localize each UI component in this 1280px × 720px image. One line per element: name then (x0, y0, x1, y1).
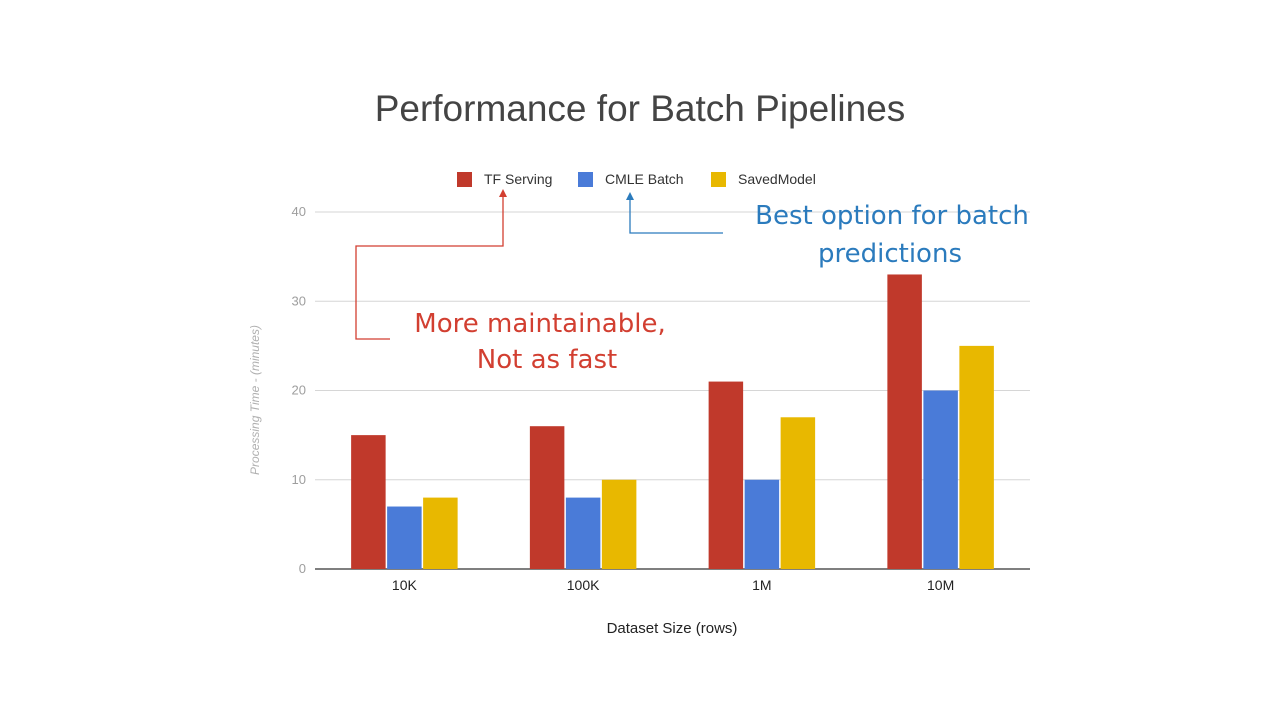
chart-title: Performance for Batch Pipelines (374, 88, 906, 129)
legend-label: SavedModel (738, 171, 816, 187)
x-axis-ticks: 10K 100K 1M 10M (392, 577, 954, 593)
legend-swatch-tf-serving (457, 172, 472, 187)
bar-savedmodel-100k (601, 479, 637, 569)
tf-serving-note-line-2: Not as fast (477, 345, 617, 375)
bars (351, 274, 994, 569)
bar-cmle-batch-1m (744, 479, 780, 569)
legend-swatch-cmle-batch (578, 172, 593, 187)
bar-cmle-batch-100k (565, 497, 601, 569)
bar-tf-serving-10m (887, 274, 922, 569)
bar-savedmodel-1m (780, 417, 816, 569)
y-axis-ticks: 0 10 20 30 40 (292, 204, 306, 576)
x-tick-label: 1M (752, 577, 771, 593)
y-tick-label: 40 (292, 204, 306, 219)
bar-savedmodel-10k (423, 497, 458, 569)
legend-swatch-savedmodel (711, 172, 726, 187)
x-tick-label: 10K (392, 577, 418, 593)
legend-label: CMLE Batch (605, 171, 684, 187)
cmle-note-line-1: Best option for batch (755, 201, 1029, 231)
bar-savedmodel-10m (959, 345, 994, 569)
x-axis-title: Dataset Size (rows) (607, 620, 738, 637)
y-tick-label: 20 (292, 383, 306, 398)
y-tick-label: 30 (292, 293, 306, 308)
y-tick-label: 10 (292, 472, 306, 487)
cmle-note-line-2: predictions (818, 239, 962, 269)
bar-tf-serving-1m (708, 381, 744, 569)
x-tick-label: 10M (927, 577, 954, 593)
x-tick-label: 100K (567, 577, 600, 593)
legend-label: TF Serving (484, 171, 552, 187)
bar-cmle-batch-10m (923, 390, 958, 569)
bar-tf-serving-100k (529, 426, 565, 569)
cmle-batch-annotation-arrow (626, 192, 723, 234)
y-axis-title: Processing Time - (minutes) (248, 325, 262, 475)
bar-cmle-batch-10k (387, 506, 422, 569)
y-tick-label: 0 (299, 561, 306, 576)
legend: TF Serving CMLE Batch SavedModel (457, 171, 816, 187)
tf-serving-annotation-arrow (355, 189, 507, 340)
bar-tf-serving-10k (351, 435, 386, 569)
tf-serving-note-line-1: More maintainable, (414, 309, 665, 339)
